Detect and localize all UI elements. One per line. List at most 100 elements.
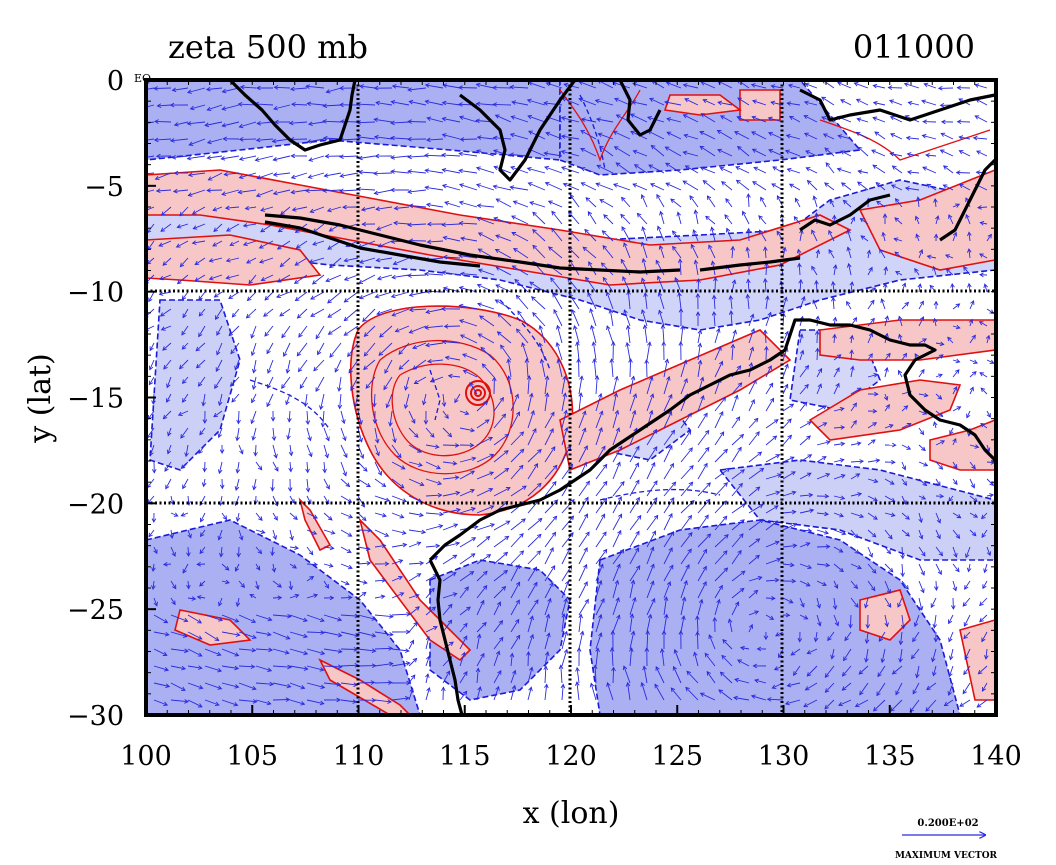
wind-vector bbox=[260, 206, 274, 211]
wind-vector-head bbox=[968, 318, 974, 324]
wind-vector-head bbox=[511, 684, 517, 690]
wind-vector bbox=[340, 699, 357, 703]
wind-vector-head bbox=[746, 278, 751, 284]
wind-vector bbox=[633, 150, 648, 157]
wind-vector-head bbox=[222, 515, 228, 521]
wind-vector-head bbox=[503, 551, 509, 557]
wind-vector bbox=[340, 120, 359, 123]
wind-vector bbox=[578, 411, 586, 429]
wind-vector bbox=[580, 148, 597, 157]
wind-vector-head bbox=[895, 690, 900, 696]
wind-vector-head bbox=[894, 217, 900, 222]
wind-vector bbox=[650, 183, 665, 191]
wind-vector-head bbox=[245, 313, 251, 319]
wind-vector-head bbox=[296, 351, 302, 357]
wind-vector-head bbox=[511, 100, 517, 105]
wind-vector-head bbox=[832, 605, 838, 611]
wind-vector-head bbox=[905, 135, 911, 141]
wind-vector bbox=[426, 203, 444, 208]
wind-vector-head bbox=[277, 583, 282, 588]
wind-vector-head bbox=[958, 150, 964, 155]
wind-vector bbox=[553, 309, 563, 327]
wind-vector bbox=[185, 444, 189, 457]
wind-vector bbox=[493, 670, 502, 684]
wind-vector bbox=[646, 614, 652, 633]
wind-vector-head bbox=[181, 379, 187, 385]
wind-vector bbox=[782, 364, 789, 378]
wind-vector bbox=[799, 494, 813, 497]
wind-vector bbox=[697, 482, 711, 497]
wind-vector bbox=[884, 315, 889, 327]
wind-vector bbox=[493, 217, 512, 225]
wind-vector-head bbox=[973, 497, 978, 503]
wind-vector bbox=[408, 495, 422, 503]
wind-vector bbox=[782, 435, 792, 446]
wind-vector-head bbox=[906, 169, 912, 175]
wind-vector bbox=[714, 449, 728, 463]
wind-vector bbox=[612, 496, 622, 514]
wind-vector-head bbox=[839, 458, 845, 463]
wind-vector-head bbox=[824, 182, 829, 187]
wind-vector-head bbox=[179, 262, 185, 268]
wind-vector bbox=[182, 563, 189, 574]
wind-vector bbox=[477, 284, 495, 293]
wind-vector-head bbox=[771, 183, 776, 188]
wind-vector-head bbox=[979, 617, 984, 623]
wind-vector-head bbox=[441, 222, 446, 228]
wind-vector bbox=[548, 246, 563, 259]
wind-vector bbox=[782, 511, 796, 514]
wind-vector bbox=[933, 421, 937, 429]
wind-vector bbox=[442, 134, 461, 140]
wind-vector-head bbox=[251, 634, 257, 640]
wind-vector-head bbox=[221, 122, 227, 128]
wind-vector-head bbox=[633, 164, 639, 169]
wind-vector-head bbox=[197, 652, 203, 657]
wind-vector-head bbox=[625, 681, 631, 687]
wind-vector-head bbox=[257, 465, 263, 471]
wind-vector-head bbox=[668, 444, 673, 450]
new-guinea-coast bbox=[799, 88, 996, 122]
wind-vector bbox=[787, 102, 801, 106]
wind-vector-head bbox=[955, 567, 960, 573]
wind-vector bbox=[895, 198, 903, 208]
wind-vector-head bbox=[580, 117, 586, 122]
wind-vector-head bbox=[739, 645, 745, 651]
wind-vector-head bbox=[228, 294, 233, 300]
wind-vector-head bbox=[784, 330, 789, 336]
wind-vector bbox=[768, 132, 784, 140]
wind-vector bbox=[714, 500, 727, 514]
wind-vector bbox=[952, 203, 960, 208]
wind-vector-head bbox=[404, 385, 409, 391]
wind-vector-head bbox=[578, 97, 584, 103]
wind-vector-head bbox=[791, 509, 797, 515]
wind-vector-head bbox=[966, 413, 971, 419]
wind-vector bbox=[697, 549, 707, 565]
wind-vector bbox=[646, 581, 654, 599]
wind-vector bbox=[493, 103, 512, 106]
wind-vector bbox=[799, 229, 803, 242]
wind-vector-head bbox=[384, 532, 390, 537]
wind-vector bbox=[222, 121, 240, 127]
wind-vector bbox=[206, 87, 223, 90]
wind-vector-head bbox=[981, 686, 987, 692]
wind-vector bbox=[409, 100, 427, 106]
wind-vector bbox=[291, 103, 308, 106]
wind-vector bbox=[442, 271, 461, 276]
wind-vector bbox=[296, 240, 308, 249]
wind-vector-head bbox=[421, 529, 427, 535]
wind-vector-head bbox=[553, 308, 558, 314]
wind-vector bbox=[867, 267, 873, 276]
wind-vector bbox=[799, 384, 809, 395]
wind-vector bbox=[527, 634, 534, 650]
wind-vector-head bbox=[337, 632, 343, 638]
wind-vector bbox=[581, 167, 597, 174]
wind-vector-head bbox=[598, 426, 603, 432]
wind-vector-head bbox=[598, 145, 604, 150]
wind-vector bbox=[323, 427, 330, 441]
wind-vector bbox=[187, 648, 203, 657]
wind-vector-head bbox=[804, 686, 810, 691]
wind-vector-head bbox=[610, 630, 616, 635]
wind-vector-head bbox=[636, 212, 642, 218]
wind-vector bbox=[544, 428, 554, 446]
wind-vector bbox=[918, 283, 921, 293]
